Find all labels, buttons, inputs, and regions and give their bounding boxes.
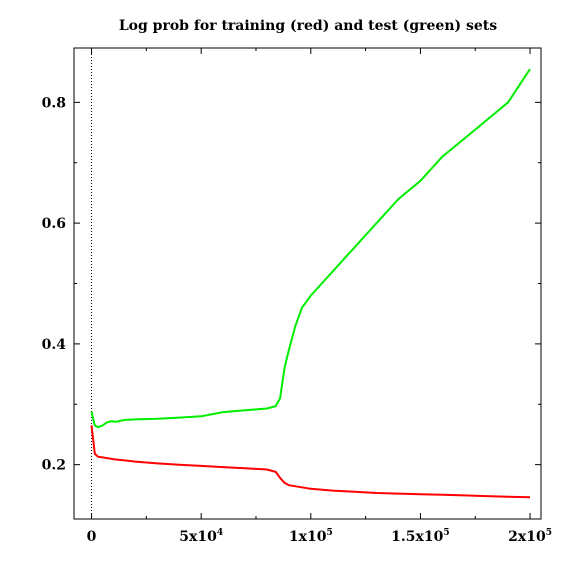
y-tick-label: 0.4	[42, 337, 67, 353]
y-tick-label: 0.6	[42, 216, 66, 232]
plot-frame	[73, 47, 542, 520]
chart-title: Log prob for training (red) and test (gr…	[119, 18, 497, 34]
y-tick-label: 0.2	[42, 458, 66, 474]
y-tick-label: 0.8	[42, 95, 66, 111]
x-tick-label: 1.5x105	[391, 528, 449, 545]
x-tick-label: 1x105	[289, 528, 333, 545]
x-tick-label: 0	[87, 529, 97, 545]
series-layer	[90, 68, 531, 499]
ticks-layer: 0 5x104 1x105 1.5x105 2x105 0.2 0.4 0.6 0.8	[42, 48, 552, 545]
series-line-2	[90, 68, 531, 429]
x-tick-label: 5x104	[179, 528, 223, 545]
x-tick-label: 2x105	[508, 528, 552, 545]
series-line-1	[90, 425, 531, 499]
